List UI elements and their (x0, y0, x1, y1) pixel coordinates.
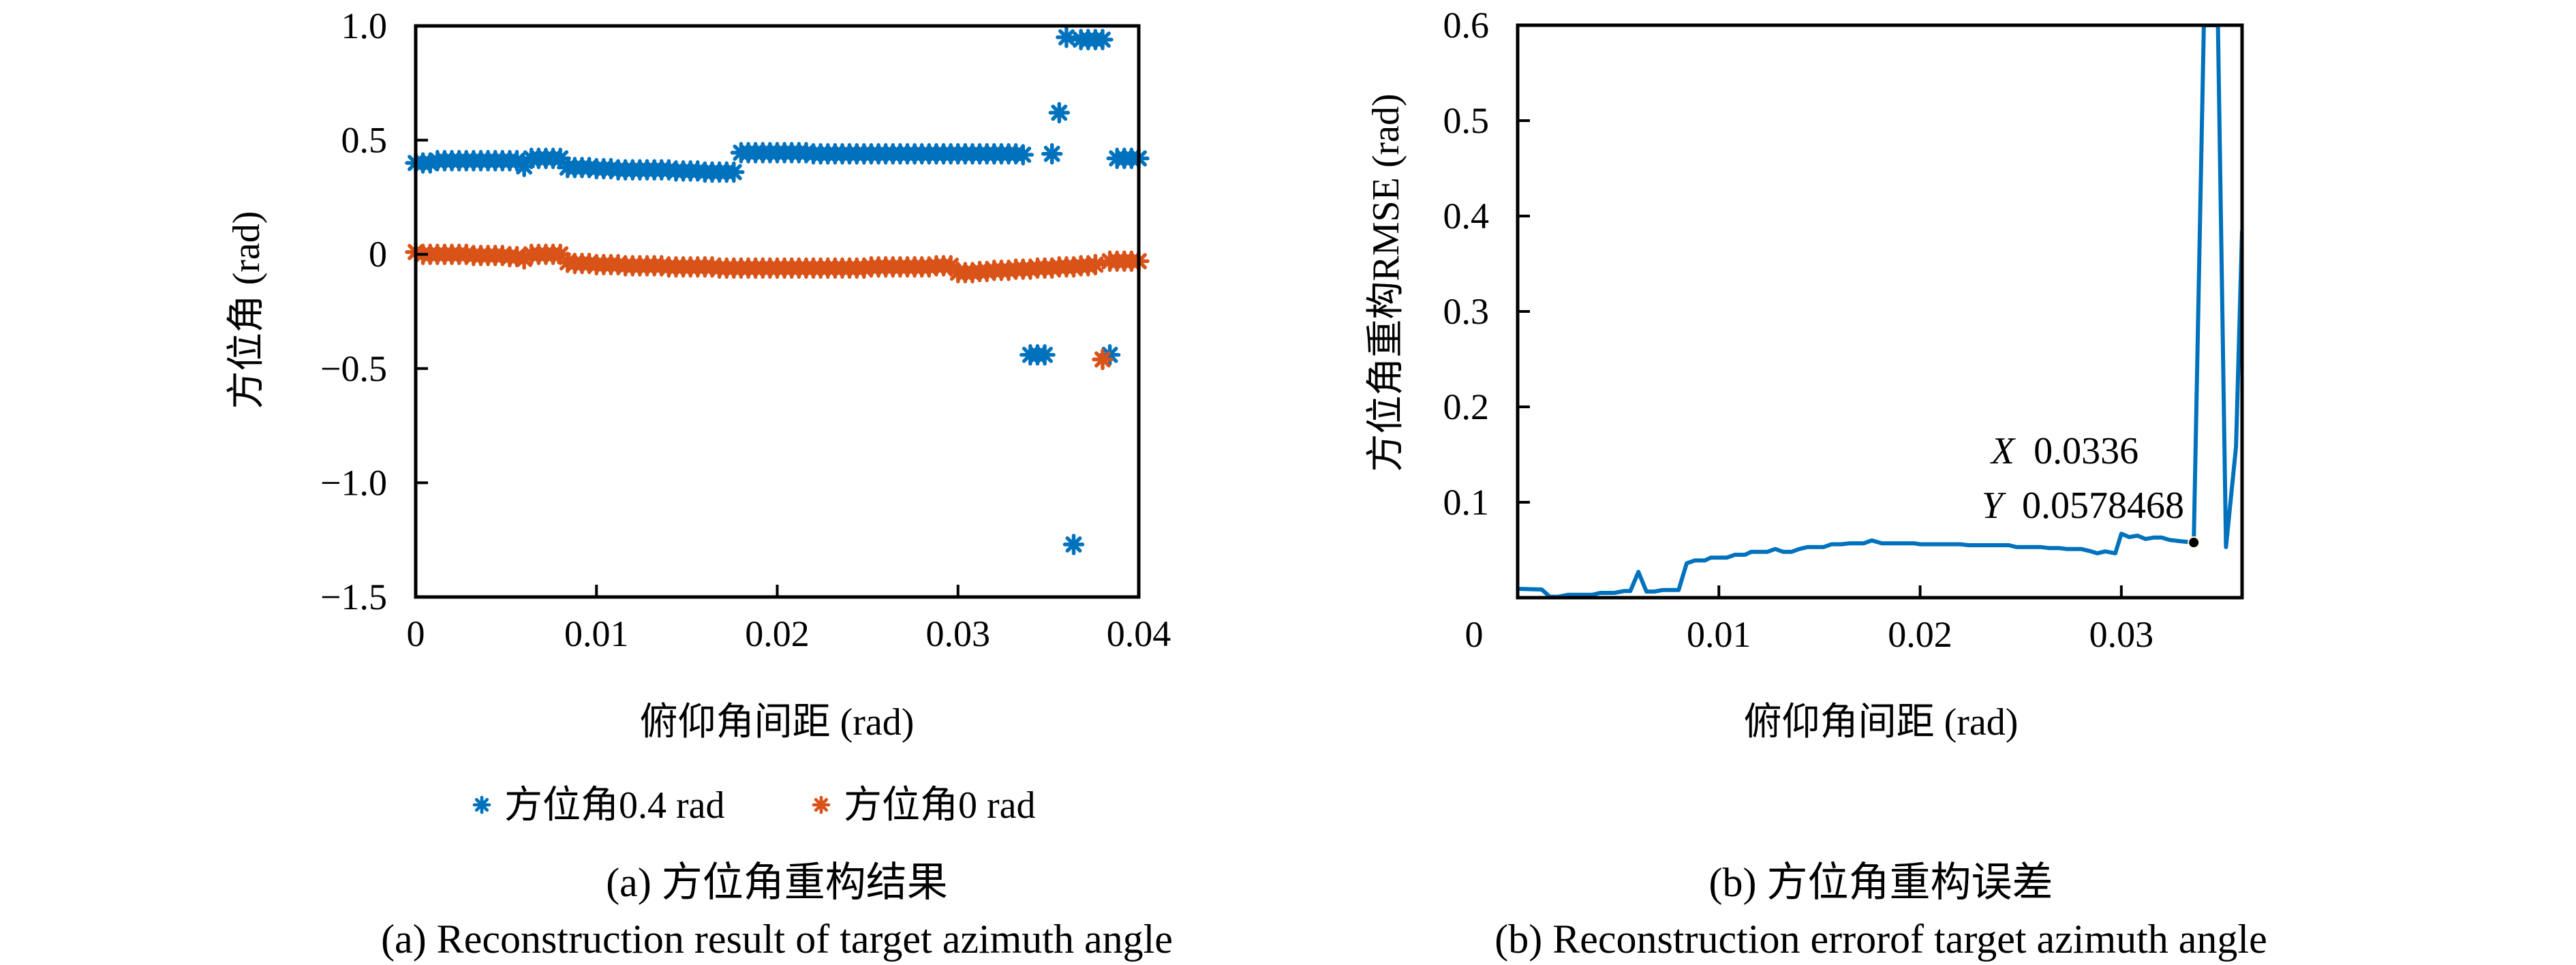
legend-marker-blue (472, 795, 491, 814)
x-tick-label: 0.02 (745, 613, 810, 654)
asterisk-marker-icon (472, 795, 491, 814)
legend-marker-orange (812, 795, 831, 814)
x-tick-label: 0.03 (2089, 614, 2154, 655)
y-tick-label: 0.6 (1443, 5, 1490, 46)
chart-b-ticks (1518, 119, 2123, 598)
series-1 (405, 241, 1150, 371)
x-tick-label: 0 (1465, 614, 1484, 655)
chart-a-marks (405, 27, 1150, 555)
scatter-point (1092, 29, 1114, 50)
datatip-y-line: Y 0.0578468 (1982, 485, 2184, 527)
chart-a-ticks (416, 138, 960, 597)
caption-a-chinese: (a) 方位角重构结果 (606, 860, 948, 905)
asterisk-marker-icon (812, 795, 831, 814)
chart-b-x-tick-labels: 0 0.01 0.02 0.03 (1465, 614, 2154, 655)
scatter-point (1048, 102, 1071, 124)
datatip-x-value: 0.0336 (2034, 430, 2138, 472)
datatip-y-value: 0.0578468 (2022, 485, 2184, 527)
y-tick-label: 0.3 (1443, 291, 1490, 332)
chart-a-legend: 方位角0.4 rad 方位角0 rad (472, 784, 1036, 827)
y-tick-label: −1.5 (320, 577, 387, 617)
y-tick-label: 0.4 (1443, 196, 1490, 236)
scatter-point (1084, 254, 1107, 276)
x-tick-label: 0.04 (1107, 613, 1171, 654)
chart-a-x-tick-labels: 0 0.01 0.02 0.03 0.04 (407, 613, 1171, 654)
y-tick-label: 1.0 (341, 5, 388, 46)
chart-a-x-axis-label: 俯仰角间距 (rad) (640, 701, 915, 744)
legend-label: 方位角0.4 rad (504, 784, 725, 827)
scatter-point (1056, 27, 1077, 48)
chart-b-y-tick-labels: 0.6 0.5 0.4 0.3 0.2 0.1 (1443, 5, 1490, 523)
datatip-x-label: X (1990, 430, 2017, 472)
chart-a-y-axis-label: 方位角 (rad) (226, 211, 268, 410)
x-tick-label: 0.01 (564, 613, 629, 654)
scatter-point (723, 161, 745, 183)
x-tick-label: 0.02 (1888, 614, 1952, 655)
y-tick-label: −1.0 (320, 462, 387, 503)
x-tick-label: 0 (407, 613, 425, 654)
chart-a-azimuth-reconstruction: 0 0.01 0.02 0.03 0.04 1.0 0.5 0 −0.5 −1.0 −1.5 俯仰… (226, 5, 1171, 827)
scatter-point (1062, 534, 1085, 555)
datatip-x-line: X 0.0336 (1990, 430, 2138, 472)
y-tick-label: 0.5 (341, 120, 388, 161)
scatter-point (1092, 348, 1114, 371)
datatip-marker[interactable] (2188, 536, 2201, 549)
series-0 (405, 27, 1150, 555)
legend-item-azimuth-0: 方位角0 rad (812, 784, 1036, 827)
y-tick-label: 0 (369, 234, 387, 275)
y-tick-label: 0.1 (1443, 482, 1490, 523)
chart-b-x-axis-label: 俯仰角间距 (rad) (1744, 701, 2019, 744)
chart-a-axes-frame (414, 24, 1141, 599)
y-tick-label: −0.5 (320, 348, 387, 389)
caption-b-english: (b) Reconstruction errorof target azimut… (1494, 917, 2267, 962)
scatter-point (1034, 343, 1056, 366)
legend-label: 方位角0 rad (844, 784, 1036, 827)
y-tick-label: 0.2 (1443, 386, 1490, 427)
caption-a-english: (a) Reconstruction result of target azim… (381, 917, 1173, 962)
datatip-y-label: Y (1982, 485, 2007, 527)
chart-b-azimuth-rmse: 0 0.01 0.02 0.03 0.6 0.5 0.4 0.3 0.2 0.1 俯仰角间距 (… (1365, 5, 2244, 744)
y-tick-label: 0.5 (1443, 100, 1490, 141)
chart-a-y-tick-labels: 1.0 0.5 0 −0.5 −1.0 −1.5 (320, 5, 387, 617)
scatter-point (1012, 144, 1034, 166)
x-tick-label: 0.01 (1687, 614, 1751, 655)
chart-b-y-axis-label: 方位角重构RMSE (rad) (1365, 93, 1407, 472)
legend-item-azimuth-0.4: 方位角0.4 rad (472, 784, 725, 827)
scatter-point (1041, 142, 1063, 165)
x-tick-label: 0.03 (926, 613, 991, 654)
caption-b-chinese: (b) 方位角重构误差 (1709, 860, 2053, 905)
chart-b-datatip[interactable]: X 0.0336 Y 0.0578468 (1982, 430, 2201, 549)
